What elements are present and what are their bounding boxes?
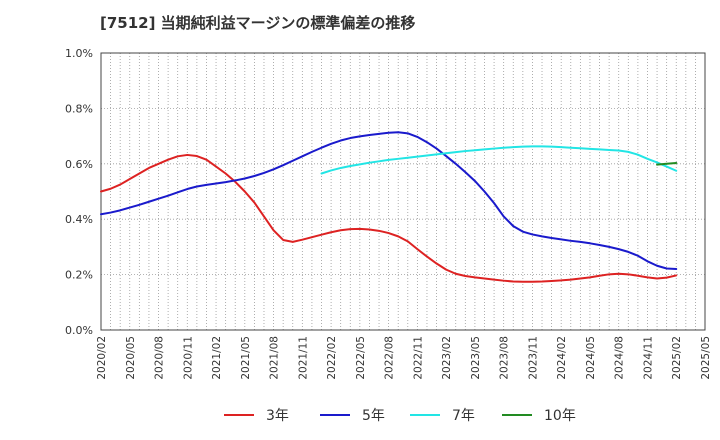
x-tick-label: 2024/11 [642,336,654,380]
legend-label: 3年 [266,408,289,424]
x-tick-label: 2021/08 [269,336,281,380]
x-tick-label: 2022/02 [326,336,338,380]
series-line-5年 [100,131,678,271]
x-tick-label: 2025/05 [700,336,712,380]
x-tick-label: 2022/05 [355,336,367,380]
x-tick-label: 2025/02 [671,336,683,380]
x-tick-label: 2023/08 [499,336,511,380]
legend-label: 5年 [362,408,385,424]
x-tick-label: 2023/11 [527,336,539,380]
series-layer [100,131,678,283]
x-tick-label: 2023/05 [470,336,482,380]
y-tick-label: 0.2% [65,269,93,282]
plot-area [101,53,705,330]
y-tick-label: 1.0% [65,47,93,60]
x-tick-label: 2021/05 [240,336,252,380]
x-tick-label: 2024/02 [556,336,568,380]
y-tick-label: 0.6% [65,158,93,171]
legend: 3年 5年 7年 10年 [224,408,576,424]
series-line-3年 [100,153,678,283]
legend-item: 5年 [320,408,385,424]
x-tick-label: 2023/02 [441,336,453,380]
legend-item: 7年 [410,408,475,424]
legend-label: 7年 [452,408,475,424]
x-tick-label: 2021/02 [211,336,223,380]
x-tick-label: 2024/08 [614,336,626,380]
x-tick-label: 2020/02 [96,336,108,380]
grid-layer [100,52,706,331]
axis-layer: 0.0% 0.2% 0.4% 0.6% 0.8% 1.0% 2020/02 2020/05 20… [65,47,712,380]
y-tick-label: 0.4% [65,213,93,226]
legend-item: 3年 [224,408,289,424]
y-tick-label: 0.8% [65,102,93,115]
x-tick-label: 2022/11 [412,336,424,380]
legend-item: 10年 [502,408,576,424]
x-tick-label: 2024/05 [585,336,597,380]
x-tick-label: 2020/08 [154,336,166,380]
x-tick-label: 2021/11 [297,336,309,380]
x-tick-label: 2020/05 [125,336,137,380]
series-line-7年 [320,145,678,175]
x-tick-label: 2022/08 [384,336,396,380]
legend-label: 10年 [544,408,576,424]
series-line-10年 [656,161,678,166]
x-tick-label: 2020/11 [182,336,194,380]
y-tick-label: 0.0% [65,324,93,337]
chart-title: [7512] 当期純利益マージンの標準偏差の推移 [100,14,416,32]
